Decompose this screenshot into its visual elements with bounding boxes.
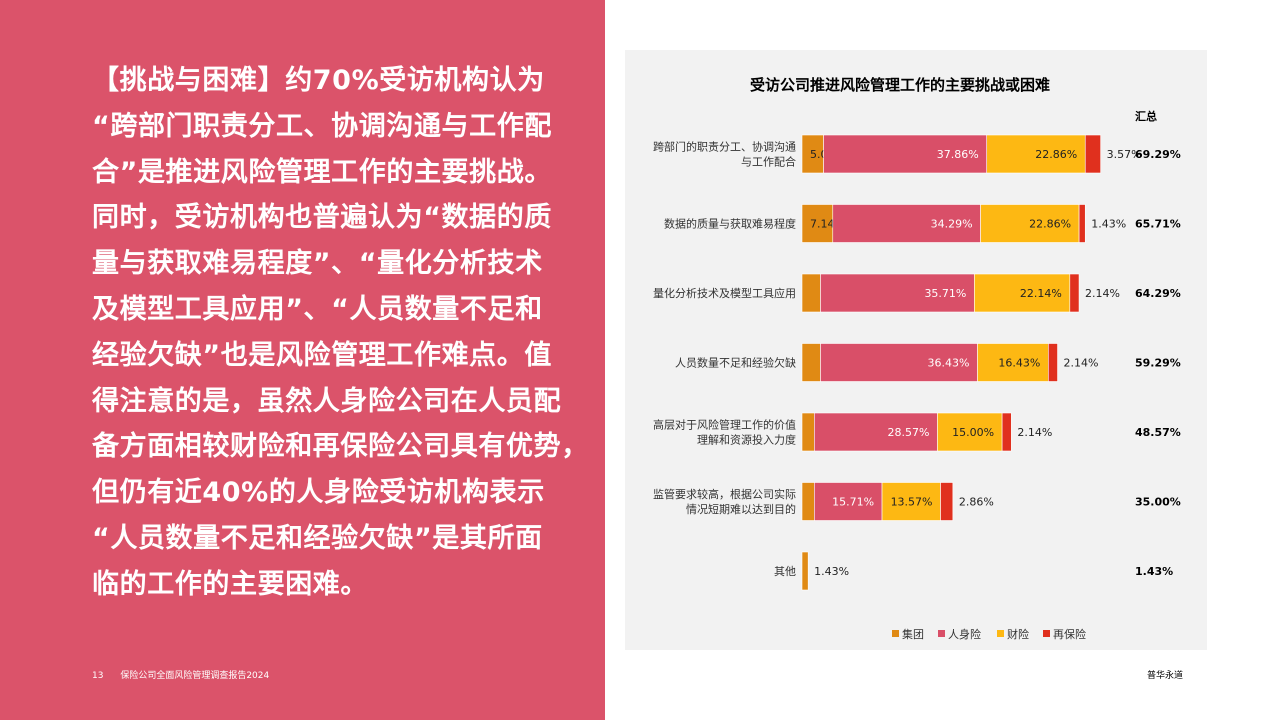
total-header: 汇总: [1135, 109, 1157, 123]
total-value: 1.43%: [1135, 565, 1173, 578]
chart-box: 受访公司推进风险管理工作的主要挑战或困难 汇总 跨部门的职责分工、协调沟通与工作…: [625, 50, 1207, 650]
legend: 集团 人身险 财险 再保险: [892, 627, 1086, 641]
category-label-line: 数据的质量与获取难易程度: [664, 217, 796, 231]
data-label: 2.14%: [1085, 287, 1120, 300]
page-number: 13: [92, 671, 104, 681]
body-text-line: 及模型工具应用”、“人员数量不足和: [92, 293, 543, 325]
bar-segment-再保险: [940, 482, 954, 521]
bar-segment-集团: [801, 343, 821, 382]
category-label-line: 跨部门的职责分工、协调沟通: [653, 140, 796, 154]
category-label: 跨部门的职责分工、协调沟通与工作配合: [653, 140, 796, 169]
category-label: 其他: [774, 565, 796, 578]
total-value: 59.29%: [1135, 357, 1181, 370]
left-panel: 【挑战与困难】约70%受访机构认为 “跨部门职责分工、协调沟通与工作配 合”是推进风…: [0, 0, 605, 720]
category-label: 高层对于风险管理工作的价值理解和资源投入力度: [653, 418, 796, 447]
bars-group: 跨部门的职责分工、协调沟通与工作配合5.00%37.86%22.86%3.57%…: [653, 134, 1181, 591]
body-text-line: 但仍有近40%的人身险受访机构表示: [92, 477, 545, 509]
category-label: 监管要求较高，根据公司实际情况短期难以达到目的: [653, 487, 796, 516]
total-value: 64.29%: [1135, 287, 1181, 300]
total-value: 48.57%: [1135, 426, 1181, 439]
body-text-line: “人员数量不足和经验欠缺”是其所面: [92, 522, 543, 554]
category-label: 人员数量不足和经验欠缺: [675, 356, 796, 370]
bar-segment-再保险: [1001, 412, 1012, 452]
body-text-line: 合”是推进风险管理工作的主要挑战。: [92, 156, 552, 188]
bar-segment-集团: [801, 204, 834, 243]
legend-swatch: [892, 630, 899, 637]
body-text-line: 备方面相较财险和再保险公司具有优势，: [92, 431, 589, 463]
data-label: 2.14%: [1017, 426, 1052, 439]
category-label-line: 其他: [774, 565, 796, 578]
bar-segment-人身险: [814, 482, 883, 521]
data-label: 37.86%: [937, 148, 979, 161]
body-text-line: 同时，受访机构也普遍认为“数据的质: [92, 202, 552, 234]
bar-segment-人身险: [820, 273, 975, 313]
bar-segment-人身险: [823, 134, 988, 174]
chart-title: 受访公司推进风险管理工作的主要挑战或困难: [750, 76, 1050, 94]
bar-segment-集团: [801, 482, 815, 521]
report-title: 保险公司全面风险管理调查报告2024: [120, 671, 270, 681]
data-label: 2.86%: [959, 496, 994, 509]
legend-swatch: [1043, 630, 1050, 637]
data-label: 16.43%: [998, 357, 1040, 370]
bar-segment-集团: [801, 273, 821, 313]
bar-segment-人身险: [820, 343, 978, 382]
category-label-line: 情况短期难以达到目的: [686, 502, 796, 516]
category-label-line: 理解和资源投入力度: [697, 433, 796, 447]
body-text-line: 经验欠缺”也是风险管理工作难点。值: [92, 339, 552, 371]
data-label: 15.71%: [832, 496, 874, 509]
data-label: 28.57%: [888, 426, 930, 439]
footer-left: 13 保险公司全面风险管理调查报告2024: [92, 668, 269, 681]
legend-swatch: [997, 630, 1004, 637]
data-label: 36.43%: [928, 357, 970, 370]
bar-segment-再保险: [1078, 204, 1086, 243]
bar-segment-再保险: [1048, 343, 1058, 382]
total-value: 35.00%: [1135, 496, 1181, 509]
data-label: 1.43%: [814, 565, 849, 578]
body-text-line: 【挑战与困难】约70%受访机构认为: [92, 65, 545, 96]
data-label: 22.14%: [1020, 287, 1062, 300]
bar-segment-再保险: [1069, 273, 1080, 313]
total-value: 65.71%: [1135, 218, 1181, 231]
legend-label: 集团: [902, 627, 924, 641]
data-label: 34.29%: [931, 218, 973, 231]
bar-segment-财险: [974, 273, 1071, 313]
total-value: 69.29%: [1135, 148, 1181, 161]
brand: 普华永道: [1147, 671, 1184, 681]
body-text-line: 量与获取难易程度”、“量化分析技术: [92, 248, 543, 280]
legend-label: 财险: [1007, 627, 1029, 641]
data-label: 2.14%: [1064, 357, 1099, 370]
bar-segment-集团: [801, 551, 809, 591]
category-label: 数据的质量与获取难易程度: [664, 217, 796, 231]
category-label-line: 监管要求较高，根据公司实际: [653, 487, 796, 501]
body-text-line: “跨部门职责分工、协调沟通与工作配: [92, 110, 552, 142]
legend-label: 人身险: [948, 627, 981, 641]
category-label-line: 高层对于风险管理工作的价值: [653, 418, 796, 432]
data-label: 22.86%: [1029, 218, 1071, 231]
bar-segment-再保险: [1084, 134, 1101, 174]
legend-swatch: [938, 630, 945, 637]
data-label: 22.86%: [1035, 148, 1077, 161]
stacked-bar-chart: 受访公司推进风险管理工作的主要挑战或困难 汇总 跨部门的职责分工、协调沟通与工作…: [653, 76, 1181, 641]
data-label: 15.00%: [952, 426, 994, 439]
bar-segment-财险: [937, 412, 1003, 452]
bar-segment-集团: [801, 412, 815, 452]
body-text-line: 得注意的是，虽然人身险公司在人员配: [92, 385, 562, 417]
bar-segment-人身险: [814, 412, 938, 452]
data-label: 35.71%: [924, 287, 966, 300]
data-label: 13.57%: [891, 496, 933, 509]
data-label: 3.57%: [1107, 148, 1142, 161]
body-text: 【挑战与困难】约70%受访机构认为 “跨部门职责分工、协调沟通与工作配 合”是推进风…: [92, 58, 592, 608]
body-text-line: 临的工作的主要困难。: [92, 568, 368, 600]
category-label-line: 量化分析技术及模型工具应用: [653, 286, 796, 300]
category-label: 量化分析技术及模型工具应用: [653, 286, 796, 300]
legend-label: 再保险: [1053, 627, 1086, 641]
category-label-line: 与工作配合: [741, 155, 796, 169]
data-label: 1.43%: [1091, 218, 1126, 231]
category-label-line: 人员数量不足和经验欠缺: [675, 356, 796, 370]
